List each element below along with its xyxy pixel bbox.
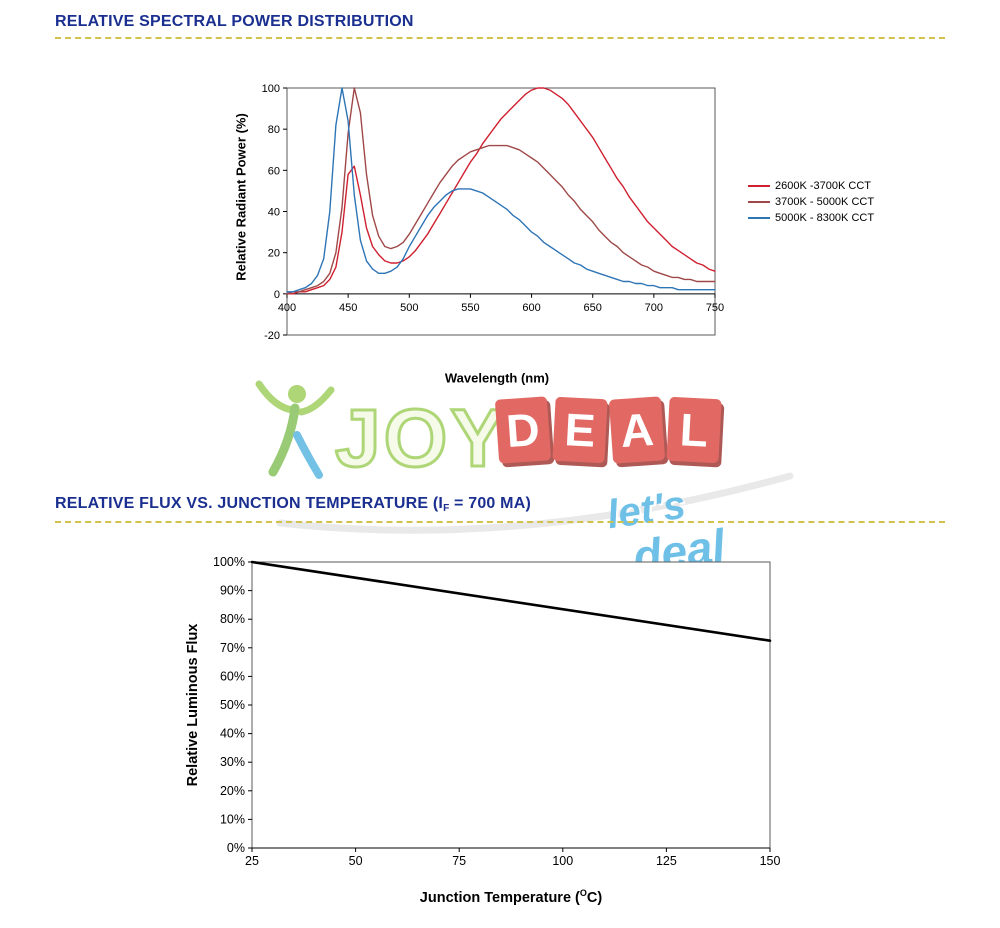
legend-item: 3700K - 5000K CCT [748, 194, 874, 210]
section1-underline [55, 37, 945, 39]
y-tick-label: 40 [268, 207, 280, 219]
plot-area [286, 87, 716, 336]
y-tick-label: -20 [264, 330, 280, 342]
section1-title: RELATIVE SPECTRAL POWER DISTRIBUTION [55, 13, 414, 30]
x-tick-label: 400 [278, 302, 296, 314]
y-tick-label: 100 [262, 83, 280, 95]
y-tick-label: 30% [220, 755, 245, 769]
chart1-x-axis-title: Wavelength (nm) [444, 370, 550, 386]
y-tick-label: 80 [268, 124, 280, 136]
x-tick-label: 500 [400, 302, 418, 314]
legend-line-swatch-blue [748, 217, 770, 219]
x-tick-label: 550 [461, 302, 479, 314]
x-tick-label: 150 [760, 854, 781, 868]
section2-underline [55, 521, 945, 523]
watermark-person-icon [255, 380, 335, 479]
y-tick-label: 40% [220, 727, 245, 741]
y-tick-label: 0 [274, 289, 280, 301]
y-tick-label: 20% [220, 784, 245, 798]
watermark-joy-text: JOY [333, 393, 509, 484]
series-line [286, 87, 716, 295]
chart2-y-axis-title: Relative Luminous Flux [185, 623, 201, 787]
plot-area [251, 561, 771, 849]
y-tick-label: 100% [213, 555, 245, 569]
y-tick-label: 60% [220, 669, 245, 683]
y-tick-label: 10% [220, 812, 245, 826]
y-tick-label: 80% [220, 612, 245, 626]
x-tick-label: 750 [706, 302, 724, 314]
chart2-x-axis-title-post: C) [586, 890, 603, 906]
section2-title: RELATIVE FLUX VS. JUNCTION TEMPERATURE (… [55, 495, 531, 514]
spectral-power-chart: -20 0 20 40 60 80 100 400 450 500 550 600 650 700 750 [262, 83, 725, 342]
legend-item: 2600K -3700K CCT [748, 178, 874, 194]
chart2-x-axis-title: Junction Temperature (OC) [420, 888, 602, 906]
watermark-deal-letter: E [552, 396, 608, 464]
watermark-deal-letter: D [494, 396, 552, 464]
flux-vs-temperature-chart: 0% 10% 20% 30% 40% 50% 60% 70% 80% 90% 100% 25 50 75 1… [213, 555, 781, 868]
y-tick-label: 0% [227, 841, 245, 855]
legend-line-swatch-darkred [748, 201, 770, 203]
x-tick-label: 50 [349, 854, 363, 868]
y-tick-label: 60 [268, 165, 280, 177]
legend-line-swatch-red [748, 185, 770, 187]
watermark-deal-letter: A [608, 396, 666, 464]
legend-item: 5000K - 8300K CCT [748, 210, 874, 226]
x-tick-label: 650 [584, 302, 602, 314]
x-tick-label: 125 [656, 854, 677, 868]
watermark-deal-letter: L [666, 396, 722, 464]
watermark-deal-text: D E A L [494, 396, 722, 464]
section2-title-pre: RELATIVE FLUX VS. JUNCTION TEMPERATURE (… [55, 495, 444, 512]
x-tick-label: 600 [522, 302, 540, 314]
watermark-swoosh [276, 472, 794, 534]
chart2-x-axis-title-pre: Junction Temperature ( [419, 890, 580, 906]
series-line [286, 87, 716, 295]
y-tick-label: 20 [268, 248, 280, 260]
y-tick-label: 50% [220, 698, 245, 712]
section2-title-subscript: F [443, 503, 450, 514]
watermark: JOY D E A L let's deal [235, 380, 795, 583]
chart1-legend: 2600K -3700K CCT 3700K - 5000K CCT 5000K… [748, 178, 874, 226]
series-line [250, 560, 772, 642]
legend-label: 2600K -3700K CCT [775, 180, 871, 192]
x-tick-label: 700 [645, 302, 663, 314]
y-tick-label: 70% [220, 641, 245, 655]
section2-title-post: = 700 MA) [449, 495, 531, 512]
x-tick-label: 100 [552, 854, 573, 868]
x-tick-label: 450 [339, 302, 357, 314]
y-tick-label: 90% [220, 584, 245, 598]
x-tick-label: 25 [245, 854, 259, 868]
chart2-x-axis-title-sup: O [579, 888, 587, 898]
x-tick-label: 75 [452, 854, 466, 868]
series-line [286, 87, 716, 293]
legend-label: 3700K - 5000K CCT [775, 196, 875, 208]
legend-label: 5000K - 8300K CCT [775, 212, 875, 224]
